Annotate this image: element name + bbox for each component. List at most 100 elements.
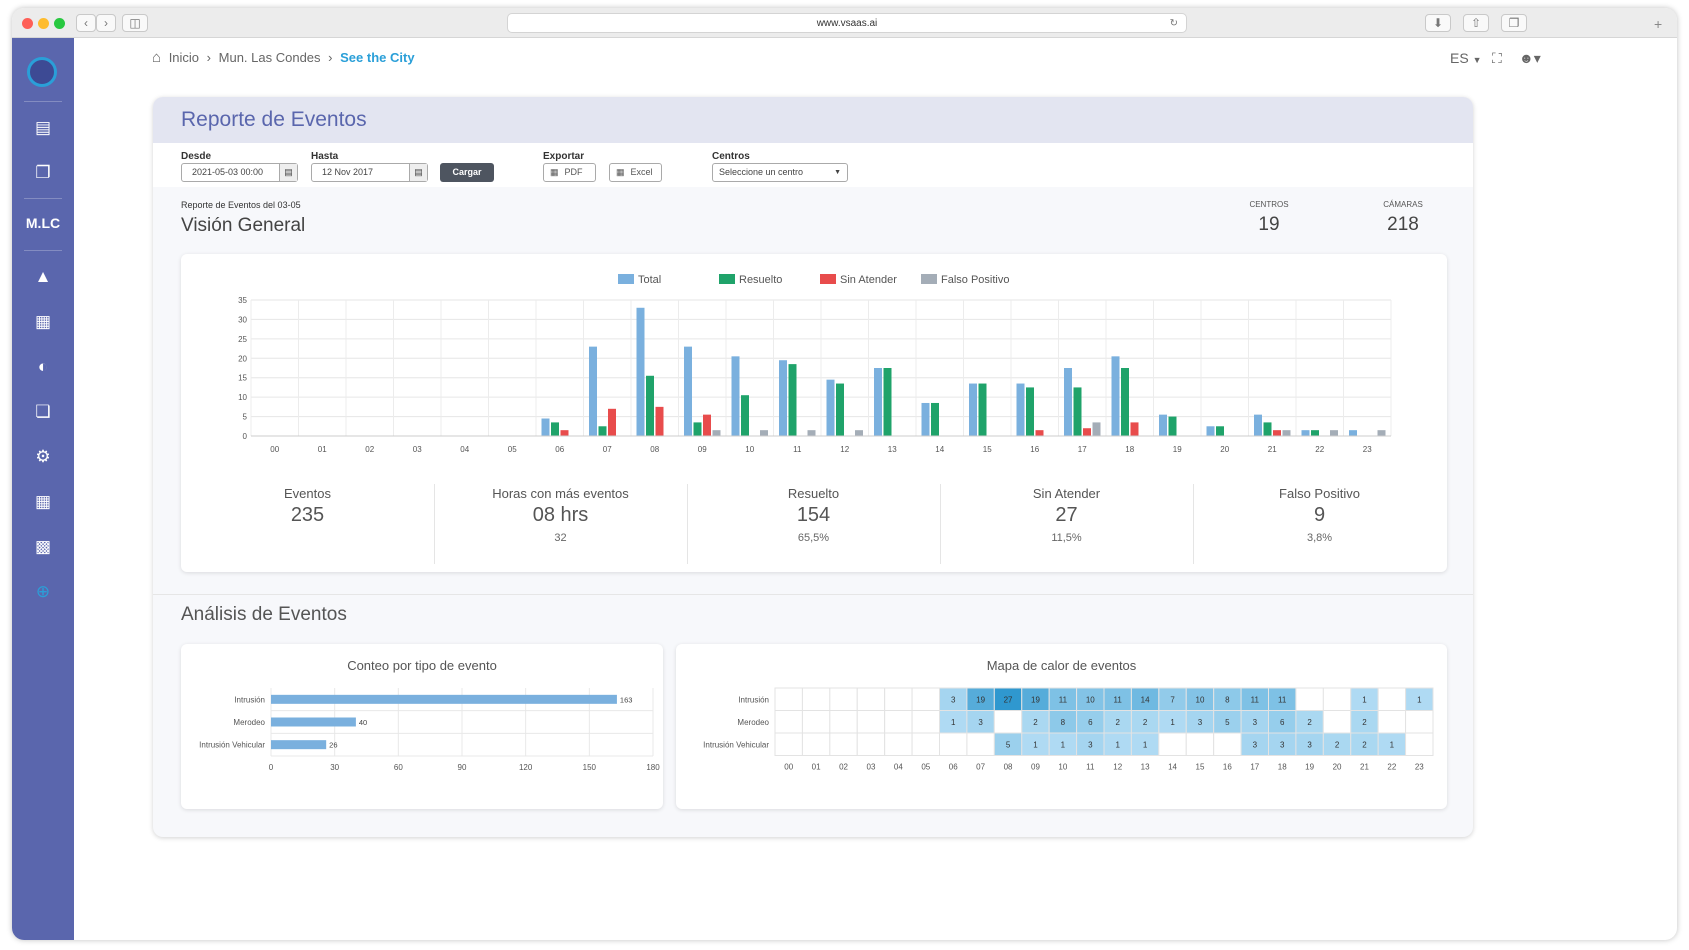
bar-total (589, 346, 597, 436)
excel-label: Excel (630, 167, 653, 177)
calendar-icon[interactable]: ▩ (34, 537, 52, 556)
id-card-icon[interactable]: ▤ (34, 118, 52, 137)
x-tick-label: 03 (867, 763, 876, 772)
heat-cell (966, 732, 995, 756)
breadcrumb-home[interactable]: Inicio (168, 50, 200, 65)
bar-total (969, 383, 977, 436)
language-label: ES (1450, 50, 1469, 66)
heat-cell (856, 687, 886, 711)
y-tick-label: 15 (238, 374, 247, 383)
documents-icon[interactable]: ❏ (35, 402, 51, 421)
x-tick-label: 22 (1315, 445, 1324, 454)
centros-select[interactable]: Seleccione un centro ▼ (712, 163, 848, 182)
desde-input[interactable]: 2021-05-03 00:00 ▤ (181, 163, 298, 182)
x-tick-label: 19 (1173, 445, 1182, 454)
y-tick-label: 20 (238, 354, 247, 363)
reload-icon[interactable]: ↻ (1169, 18, 1178, 29)
x-tick-label: 06 (555, 445, 564, 454)
forward-icon[interactable]: › (96, 14, 116, 32)
legend-swatch (820, 274, 836, 284)
bar-resuelto (788, 364, 797, 436)
heat-cell-label: 5 (1225, 718, 1230, 727)
x-tick-label: 19 (1305, 763, 1314, 772)
add-icon[interactable]: ⊕ (35, 582, 51, 601)
bar-resuelto (978, 383, 987, 436)
bar-falso-positivo (1330, 430, 1338, 436)
breadcrumb-current[interactable]: See the City (340, 50, 415, 65)
heat-cell-label: 8 (1061, 718, 1066, 727)
export-pdf-button[interactable]: ▦ PDF (543, 163, 596, 182)
x-tick-label: 21 (1360, 763, 1369, 772)
report-card: Reporte de Eventos Desde 2021-05-03 00:0… (153, 97, 1473, 837)
kpi-divider (687, 484, 688, 564)
x-tick-label: 23 (1415, 763, 1424, 772)
hasta-input[interactable]: 12 Nov 2017 ▤ (311, 163, 428, 182)
legend-item[interactable]: Total (618, 274, 661, 286)
home-icon[interactable]: ⌂ (152, 49, 162, 66)
language-selector[interactable]: ES ▼ (1450, 50, 1482, 66)
filter-bar: Desde 2021-05-03 00:00 ▤ Hasta 12 Nov 20… (153, 143, 1473, 187)
kpi-divider (1193, 484, 1194, 564)
app-logo[interactable] (27, 57, 57, 87)
breadcrumb-level1[interactable]: Mun. Las Condes (218, 50, 321, 65)
heat-cell (884, 710, 913, 734)
report-icon[interactable]: ▦ (34, 312, 52, 331)
chart-legend: Total Resuelto Sin Atender Falso Positiv… (618, 274, 1038, 288)
copy-icon[interactable]: ❐ (35, 163, 51, 182)
org-short-label[interactable]: M.LC (25, 215, 61, 231)
x-tick-label: 10 (745, 445, 754, 454)
heat-cell-label: 1 (1143, 740, 1148, 749)
x-tick-label: 17 (1078, 445, 1087, 454)
bar-falso-positivo (760, 430, 768, 436)
sidebar-toggle-icon[interactable]: ◫ (122, 14, 148, 32)
heat-cell-label: 11 (1251, 695, 1260, 704)
back-icon[interactable]: ‹ (76, 14, 96, 32)
fullscreen-icon[interactable]: ⛶ (1492, 50, 1502, 66)
bar-resuelto (646, 375, 654, 436)
minimize-window-button[interactable] (38, 18, 49, 29)
user-menu-icon[interactable]: ☻▾ (1519, 50, 1541, 66)
calendar-icon[interactable]: ▤ (409, 164, 427, 181)
alert-icon[interactable]: ▲ (34, 267, 52, 286)
data-label: 163 (620, 695, 633, 704)
new-tab-icon[interactable]: + (1654, 16, 1663, 32)
kpi-value: 154 (796, 504, 831, 526)
heat-cell (1405, 732, 1434, 756)
maximize-window-button[interactable] (54, 18, 65, 29)
x-tick-label: 20 (1220, 445, 1229, 454)
export-excel-button[interactable]: ▦ Excel (609, 163, 662, 182)
centros-filter-label: Centros (712, 151, 750, 162)
calculator-icon[interactable]: ▦ (34, 492, 52, 511)
x-tick-label: 00 (270, 445, 279, 454)
x-tick-label: 08 (650, 445, 659, 454)
settings-icon[interactable]: ⚙ (35, 447, 51, 466)
analysis-title: Análisis de Eventos (181, 604, 347, 625)
calendar-icon[interactable]: ▤ (279, 164, 297, 181)
heat-cell (801, 732, 831, 756)
share-icon[interactable]: ⇧ (1463, 14, 1489, 32)
heat-cell (829, 732, 858, 756)
report-header: Reporte de Eventos (153, 97, 1473, 143)
legend-item[interactable]: Falso Positivo (921, 274, 1009, 286)
legend-item[interactable]: Resuelto (719, 274, 782, 286)
heat-cell-label: 2 (1143, 718, 1148, 727)
x-tick-label: 13 (1141, 763, 1150, 772)
bar-sin-atender (1083, 428, 1091, 436)
dashboard-icon[interactable]: ◐ (37, 357, 49, 376)
kpi-value: 235 (290, 504, 325, 526)
legend-label: Sin Atender (840, 274, 897, 286)
x-tick-label: 15 (983, 445, 992, 454)
download-icon[interactable]: ⬇ (1425, 14, 1451, 32)
legend-label: Resuelto (739, 274, 783, 286)
tabs-icon[interactable]: ❐ (1501, 14, 1527, 32)
heat-cell-label: 19 (1031, 695, 1040, 704)
heat-cell-label: 6 (1088, 718, 1093, 727)
legend-swatch (618, 274, 634, 284)
kpi-value: 08 hrs (532, 504, 589, 526)
close-window-button[interactable] (22, 18, 33, 29)
kpi-eventos: Eventos 235 (181, 474, 434, 564)
address-bar[interactable]: www.vsaas.ai ↻ (507, 13, 1187, 33)
cargar-button[interactable]: Cargar (440, 163, 494, 182)
heat-cell (801, 687, 831, 711)
legend-item[interactable]: Sin Atender (820, 274, 897, 286)
